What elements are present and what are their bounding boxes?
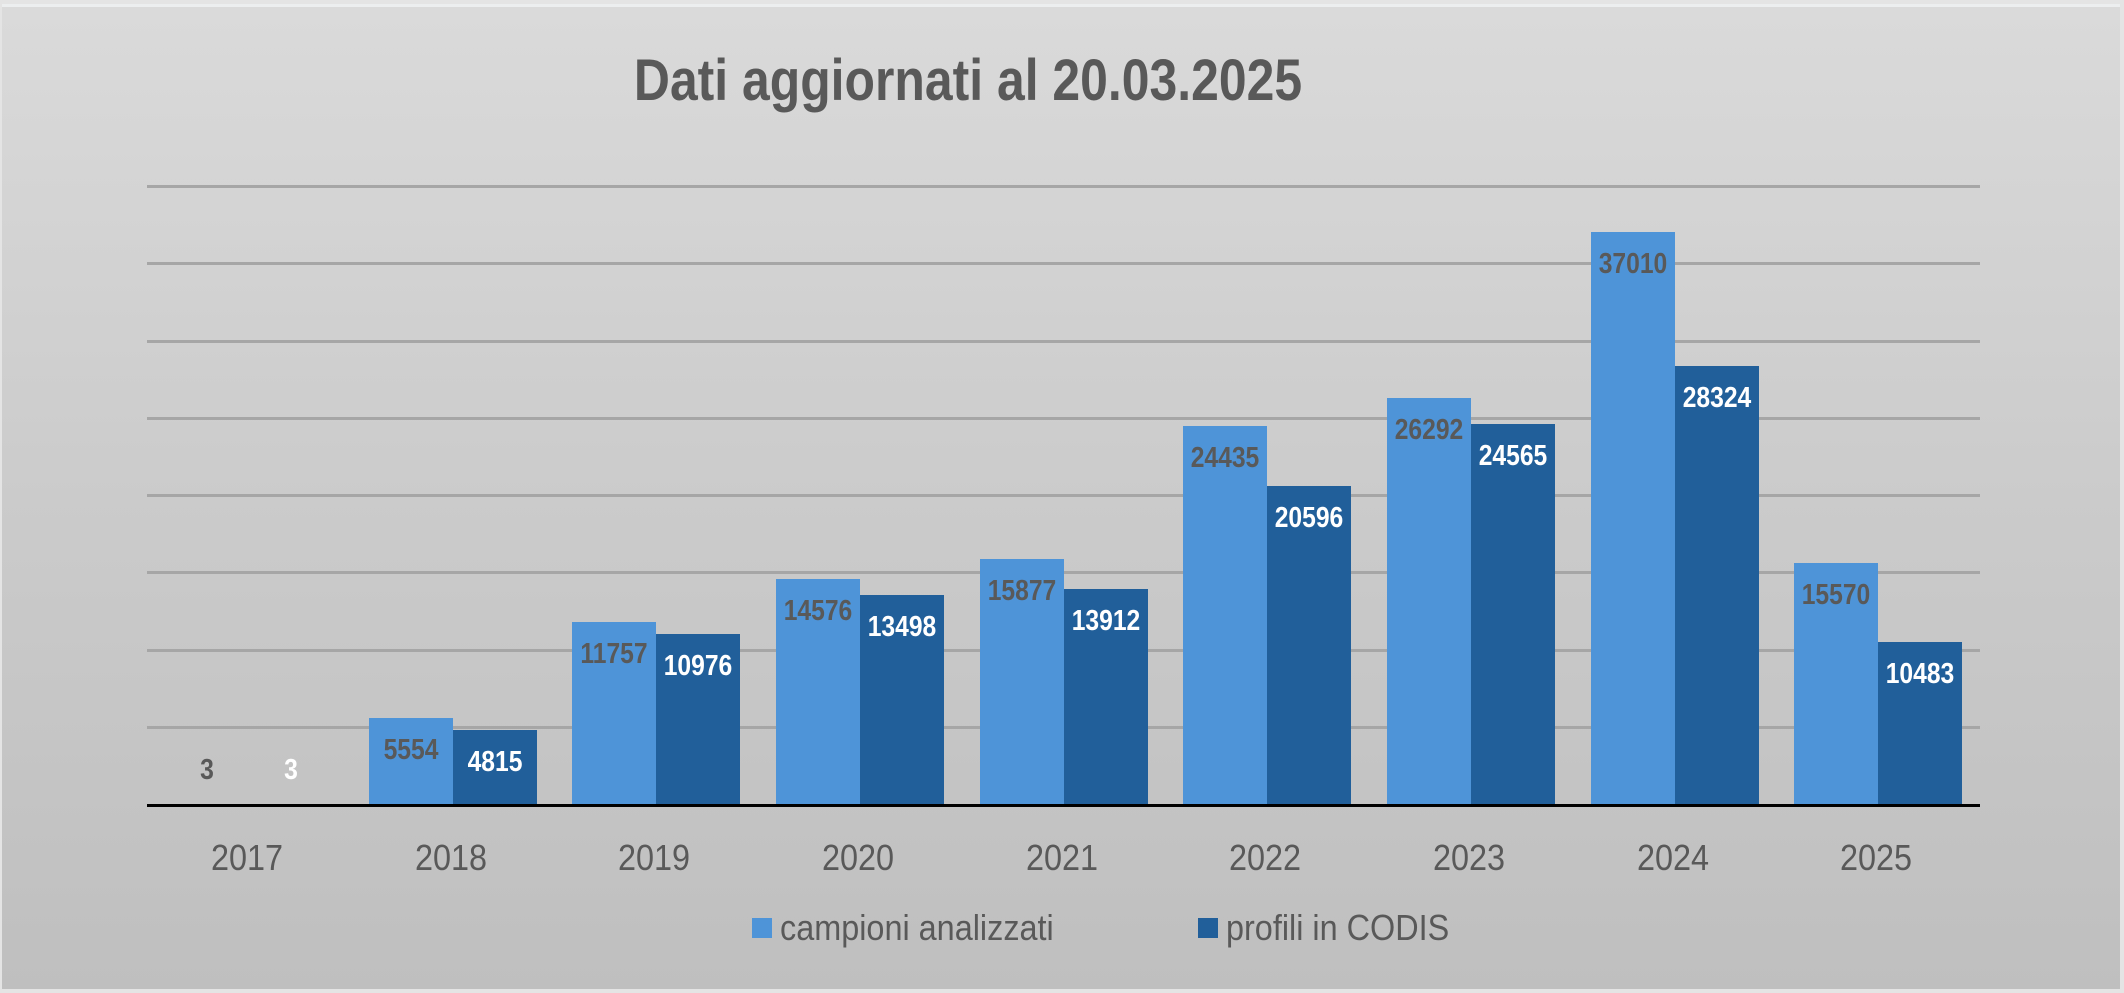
gridline [147, 494, 1980, 497]
bar-codis-2021: 13912 [1063, 589, 1148, 804]
data-label: 10976 [663, 650, 733, 683]
legend-label: campioni analizzati [780, 907, 1054, 948]
bar-campioni-2025: 15570 [1794, 563, 1879, 804]
bar-codis-2023: 24565 [1470, 424, 1555, 804]
bar-campioni-2023: 26292 [1386, 397, 1471, 804]
legend-item-codis: profili in CODIS [1198, 907, 1474, 949]
data-label: 24565 [1478, 440, 1548, 473]
legend-item-campioni: campioni analizzati [752, 907, 1084, 949]
data-label: 15877 [987, 574, 1056, 607]
x-tick-label: 2025 [1840, 837, 1913, 878]
data-label: 13498 [867, 611, 937, 644]
bar-codis-2019: 10976 [656, 634, 741, 804]
bar-codis-2025: 10483 [1878, 642, 1963, 804]
chart-title: Dati aggiornati al 20.03.2025 [633, 48, 1303, 113]
gridline [147, 185, 1980, 188]
bar-codis-2020: 13498 [859, 595, 944, 804]
data-label: 24435 [1190, 442, 1260, 475]
data-label: 28324 [1682, 382, 1751, 415]
data-label: 14576 [783, 594, 853, 627]
gridline [147, 262, 1980, 266]
x-tick-label: 2024 [1636, 837, 1709, 878]
bar-codis-2022: 20596 [1267, 485, 1352, 804]
chart-frame: Dati aggiornati al 20.03.2025 3 3 5554 4815… [2, 4, 2120, 989]
data-label: 13912 [1071, 605, 1140, 638]
x-tick-label: 2020 [821, 837, 894, 878]
gridline [147, 571, 1980, 575]
plot-area: 3 3 5554 4815 11757 10976 14576 13498 15877 13912… [147, 185, 1980, 807]
bar-campioni-2019: 11757 [572, 622, 657, 804]
gridline [147, 339, 1980, 343]
data-label: 11757 [580, 638, 648, 671]
x-tick-label: 2021 [1025, 837, 1098, 878]
x-tick-label: 2022 [1229, 837, 1302, 878]
bar-campioni-2022: 24435 [1183, 426, 1268, 804]
data-label: 20596 [1274, 501, 1344, 534]
bar-campioni-2021: 15877 [979, 558, 1064, 804]
data-label: 3 [283, 753, 298, 786]
data-label: 5554 [383, 734, 438, 767]
legend: campioni analizzati profili in CODIS [2, 907, 2120, 957]
data-label: 26292 [1394, 413, 1464, 446]
x-tick-label: 2017 [210, 837, 283, 878]
x-tick-label: 2018 [414, 837, 487, 878]
data-label: 37010 [1598, 248, 1667, 281]
bar-codis-2018: 4815 [452, 729, 537, 804]
bar-campioni-2024: 37010 [1590, 232, 1675, 804]
gridline [147, 416, 1980, 420]
bar-codis-2024: 28324 [1674, 366, 1759, 804]
legend-label: profili in CODIS [1226, 907, 1450, 948]
legend-swatch-dark-blue [1198, 918, 1218, 938]
data-label: 3 [199, 753, 214, 786]
data-label: 15570 [1801, 579, 1871, 612]
data-label: 4815 [467, 745, 522, 778]
x-axis-line [147, 804, 1980, 807]
legend-swatch-light-blue [752, 918, 772, 938]
bar-campioni-2018: 5554 [368, 718, 453, 804]
x-tick-label: 2019 [618, 837, 691, 878]
x-tick-label: 2023 [1432, 837, 1505, 878]
data-label: 10483 [1885, 658, 1955, 691]
bar-campioni-2020: 14576 [775, 578, 860, 804]
